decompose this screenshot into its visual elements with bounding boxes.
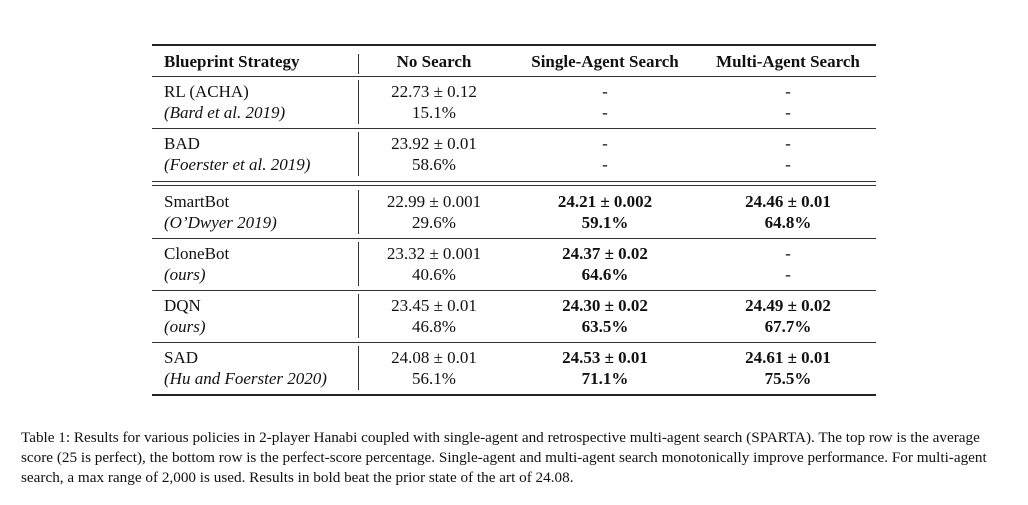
table-row: RL (ACHA) (Bard et al. 2019) 22.73 ± 0.1… <box>152 79 876 127</box>
row-rule <box>152 290 876 291</box>
column-divider <box>358 80 359 124</box>
row-citation: (ours) <box>164 317 206 336</box>
header-multi-agent-search: Multi-Agent Search <box>716 52 860 71</box>
header-blueprint-strategy: Blueprint Strategy <box>164 52 300 71</box>
multi-agent-percent: 64.8% <box>764 213 812 232</box>
double-rule-lower <box>152 185 876 186</box>
row-citation: (ours) <box>164 265 206 284</box>
no-search-score: 24.08 ± 0.01 <box>391 348 477 367</box>
row-citation: (Bard et al. 2019) <box>164 103 286 122</box>
multi-agent-percent: - <box>785 265 791 284</box>
row-strategy-name: BAD <box>164 134 200 153</box>
header-no-search: No Search <box>396 52 472 71</box>
single-agent-score: 24.21 ± 0.002 <box>557 192 653 211</box>
row-strategy-name: DQN <box>164 296 201 315</box>
no-search-percent: 46.8% <box>412 317 456 336</box>
row-strategy-name: SAD <box>164 348 199 367</box>
table-header: Blueprint Strategy No Search Single-Agen… <box>152 48 876 76</box>
multi-agent-score: 24.46 ± 0.01 <box>745 192 831 211</box>
no-search-percent: 29.6% <box>412 213 456 232</box>
table-top-rule <box>152 44 876 46</box>
multi-agent-score: - <box>785 82 791 101</box>
row-strategy-name: CloneBot <box>164 244 230 263</box>
row-rule <box>152 342 876 343</box>
multi-agent-score: 24.49 ± 0.02 <box>745 296 831 315</box>
single-agent-percent: 63.5% <box>581 317 629 336</box>
header-single-agent-search: Single-Agent Search <box>531 52 679 71</box>
row-strategy-name: RL (ACHA) <box>164 82 249 101</box>
no-search-score: 22.73 ± 0.12 <box>391 82 477 101</box>
row-strategy-name: SmartBot <box>164 192 230 211</box>
no-search-percent: 56.1% <box>412 369 456 388</box>
column-divider <box>358 190 359 234</box>
column-divider <box>358 346 359 390</box>
table-row: BAD (Foerster et al. 2019) 23.92 ± 0.01 … <box>152 131 876 179</box>
table-row: SAD (Hu and Foerster 2020) 24.08 ± 0.01 … <box>152 345 876 393</box>
multi-agent-score: 24.61 ± 0.01 <box>745 348 831 367</box>
single-agent-score: 24.53 ± 0.01 <box>562 348 648 367</box>
single-agent-percent: 71.1% <box>581 369 629 388</box>
no-search-percent: 40.6% <box>412 265 456 284</box>
no-search-score: 23.92 ± 0.01 <box>391 134 477 153</box>
table-caption: Table 1: Results for various policies in… <box>21 428 1011 488</box>
multi-agent-percent: - <box>785 103 791 122</box>
table-row: SmartBot (O’Dwyer 2019) 22.99 ± 0.001 29… <box>152 189 876 237</box>
column-divider <box>358 294 359 338</box>
single-agent-score: 24.30 ± 0.02 <box>562 296 648 315</box>
single-agent-percent: - <box>602 103 608 122</box>
multi-agent-score: - <box>785 244 791 263</box>
multi-agent-percent: - <box>785 155 791 174</box>
column-divider <box>358 242 359 286</box>
no-search-percent: 58.6% <box>412 155 456 174</box>
table-row: CloneBot (ours) 23.32 ± 0.001 40.6% 24.3… <box>152 241 876 289</box>
single-agent-percent: 59.1% <box>581 213 629 232</box>
header-rule <box>152 76 876 77</box>
no-search-score: 23.32 ± 0.001 <box>386 244 482 263</box>
table-bottom-rule <box>152 394 876 396</box>
no-search-score: 23.45 ± 0.01 <box>391 296 477 315</box>
row-rule <box>152 238 876 239</box>
column-divider <box>358 132 359 176</box>
multi-agent-percent: 75.5% <box>764 369 812 388</box>
row-rule <box>152 128 876 129</box>
no-search-percent: 15.1% <box>412 103 456 122</box>
single-agent-percent: 64.6% <box>581 265 629 284</box>
caption-label: Table 1: <box>21 429 71 446</box>
single-agent-score: 24.37 ± 0.02 <box>562 244 648 263</box>
row-citation: (Hu and Foerster 2020) <box>164 369 327 388</box>
table-row: DQN (ours) 23.45 ± 0.01 46.8% 24.30 ± 0.… <box>152 293 876 341</box>
double-rule-upper <box>152 181 876 182</box>
multi-agent-score: - <box>785 134 791 153</box>
multi-agent-percent: 67.7% <box>764 317 812 336</box>
single-agent-score: - <box>602 82 608 101</box>
single-agent-score: - <box>602 134 608 153</box>
row-citation: (O’Dwyer 2019) <box>164 213 277 232</box>
single-agent-percent: - <box>602 155 608 174</box>
no-search-score: 22.99 ± 0.001 <box>386 192 482 211</box>
caption-text: Results for various policies in 2-player… <box>21 429 987 486</box>
row-citation: (Foerster et al. 2019) <box>164 155 311 174</box>
header-divider <box>358 54 359 74</box>
